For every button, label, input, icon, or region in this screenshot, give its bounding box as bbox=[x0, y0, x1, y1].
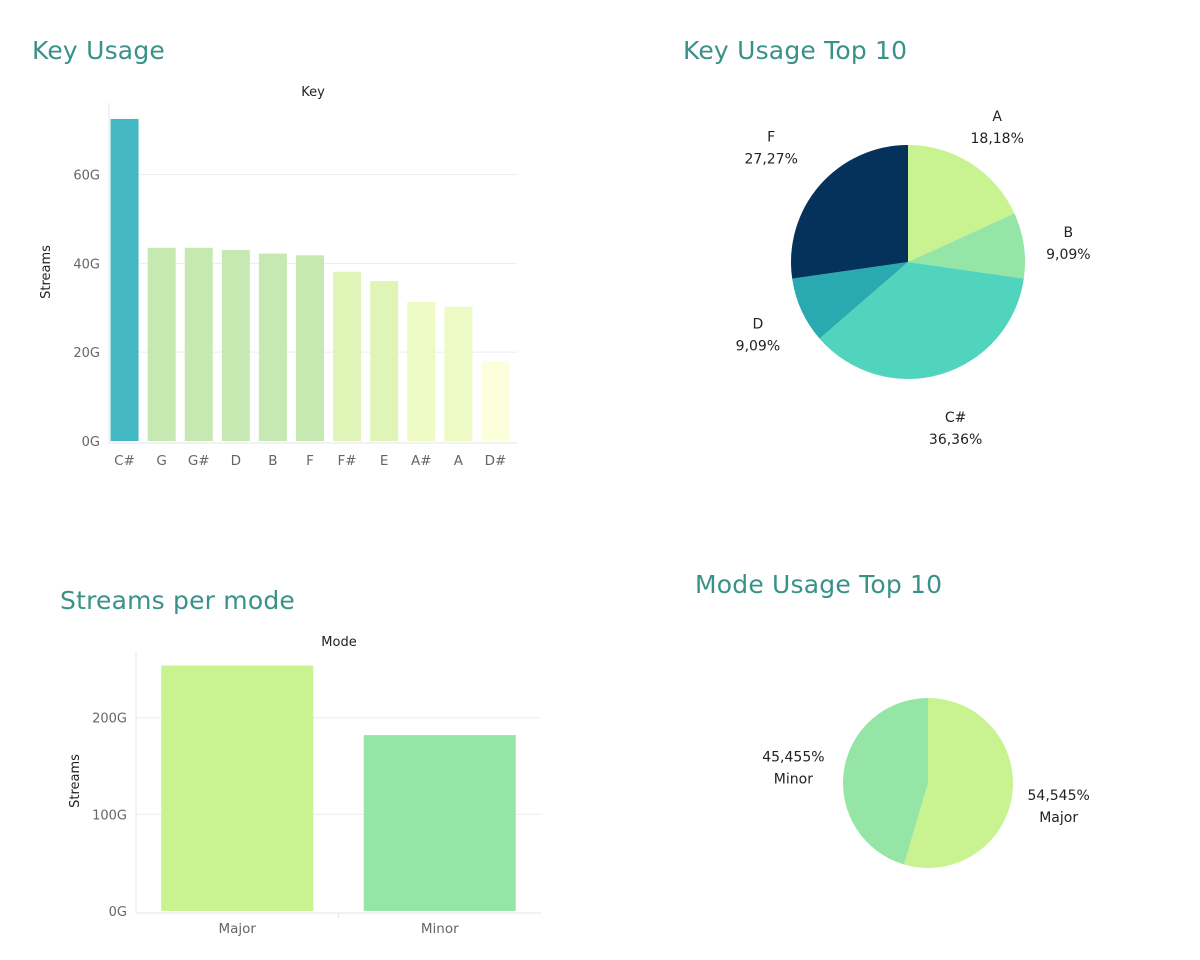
pie-label: 36,36% bbox=[929, 432, 982, 448]
bar-g[interactable] bbox=[147, 247, 176, 441]
x-tick-label: F bbox=[306, 453, 314, 469]
bar-g-sharp[interactable] bbox=[184, 247, 213, 441]
pie-label: 45,455% bbox=[762, 750, 824, 766]
bar-d[interactable] bbox=[221, 250, 250, 441]
pie-label: 27,27% bbox=[745, 151, 798, 167]
pie-label: Minor bbox=[774, 772, 813, 788]
bar-a[interactable] bbox=[444, 306, 473, 441]
y-axis-label: Streams bbox=[68, 754, 83, 808]
bar-e[interactable] bbox=[370, 281, 399, 441]
x-tick-label: G bbox=[156, 453, 166, 469]
bar-d-sharp[interactable] bbox=[481, 361, 510, 441]
y-tick-label: 40G bbox=[73, 257, 100, 272]
pie-slice-d[interactable] bbox=[792, 262, 908, 339]
x-tick-label: F# bbox=[338, 453, 357, 469]
bar-minor[interactable] bbox=[363, 735, 516, 911]
bar-f[interactable] bbox=[296, 255, 324, 441]
chart-header-label: Mode bbox=[321, 635, 356, 650]
pie-label: Major bbox=[1039, 810, 1078, 826]
x-tick-label: C# bbox=[114, 453, 135, 469]
pie-slice-b[interactable] bbox=[908, 213, 1025, 279]
streams-per-mode-title: Streams per mode bbox=[60, 586, 295, 615]
chart-header-label: Key bbox=[301, 85, 325, 100]
pie-slice-major[interactable] bbox=[904, 698, 1013, 869]
x-tick-label: Minor bbox=[421, 921, 459, 937]
x-tick-label: G# bbox=[188, 453, 210, 469]
key-usage-top10-title: Key Usage Top 10 bbox=[683, 36, 908, 65]
bar-f-sharp[interactable] bbox=[333, 271, 362, 441]
y-tick-label: 0G bbox=[109, 905, 127, 920]
x-tick-label: D bbox=[231, 453, 241, 469]
x-tick-label: E bbox=[380, 453, 389, 469]
pie-slice-f[interactable] bbox=[791, 145, 908, 279]
y-axis-label: Streams bbox=[39, 245, 54, 299]
pie-label: F bbox=[767, 129, 775, 145]
pie-label: 9,09% bbox=[1046, 247, 1090, 263]
pie-slice-minor[interactable] bbox=[843, 698, 928, 865]
bar-b[interactable] bbox=[258, 253, 287, 441]
pie-label: 54,545% bbox=[1028, 788, 1090, 804]
mode-usage-top10-title: Mode Usage Top 10 bbox=[695, 570, 943, 599]
y-tick-label: 60G bbox=[73, 169, 100, 184]
x-tick-label: Major bbox=[219, 921, 257, 937]
x-tick-label: D# bbox=[485, 453, 507, 469]
y-tick-label: 0G bbox=[82, 435, 100, 450]
x-tick-label: A# bbox=[411, 453, 432, 469]
y-tick-label: 100G bbox=[92, 808, 127, 823]
pie-label: B bbox=[1064, 225, 1074, 241]
x-tick-label: B bbox=[268, 453, 277, 469]
pie-label: 9,09% bbox=[736, 339, 780, 355]
y-tick-label: 200G bbox=[92, 712, 127, 727]
pie-label: D bbox=[753, 317, 764, 333]
bar-major[interactable] bbox=[161, 665, 314, 911]
pie-slice-c-sharp[interactable] bbox=[819, 262, 1024, 380]
key-usage-title: Key Usage bbox=[32, 36, 165, 65]
pie-label: 18,18% bbox=[971, 131, 1024, 147]
x-tick-label: A bbox=[454, 453, 464, 469]
y-tick-label: 20G bbox=[73, 346, 100, 361]
bar-c-sharp[interactable] bbox=[110, 119, 139, 441]
pie-label: A bbox=[992, 109, 1002, 125]
pie-label: C# bbox=[945, 410, 967, 426]
pie-slice-a[interactable] bbox=[908, 145, 1015, 262]
bar-a-sharp[interactable] bbox=[407, 301, 436, 441]
